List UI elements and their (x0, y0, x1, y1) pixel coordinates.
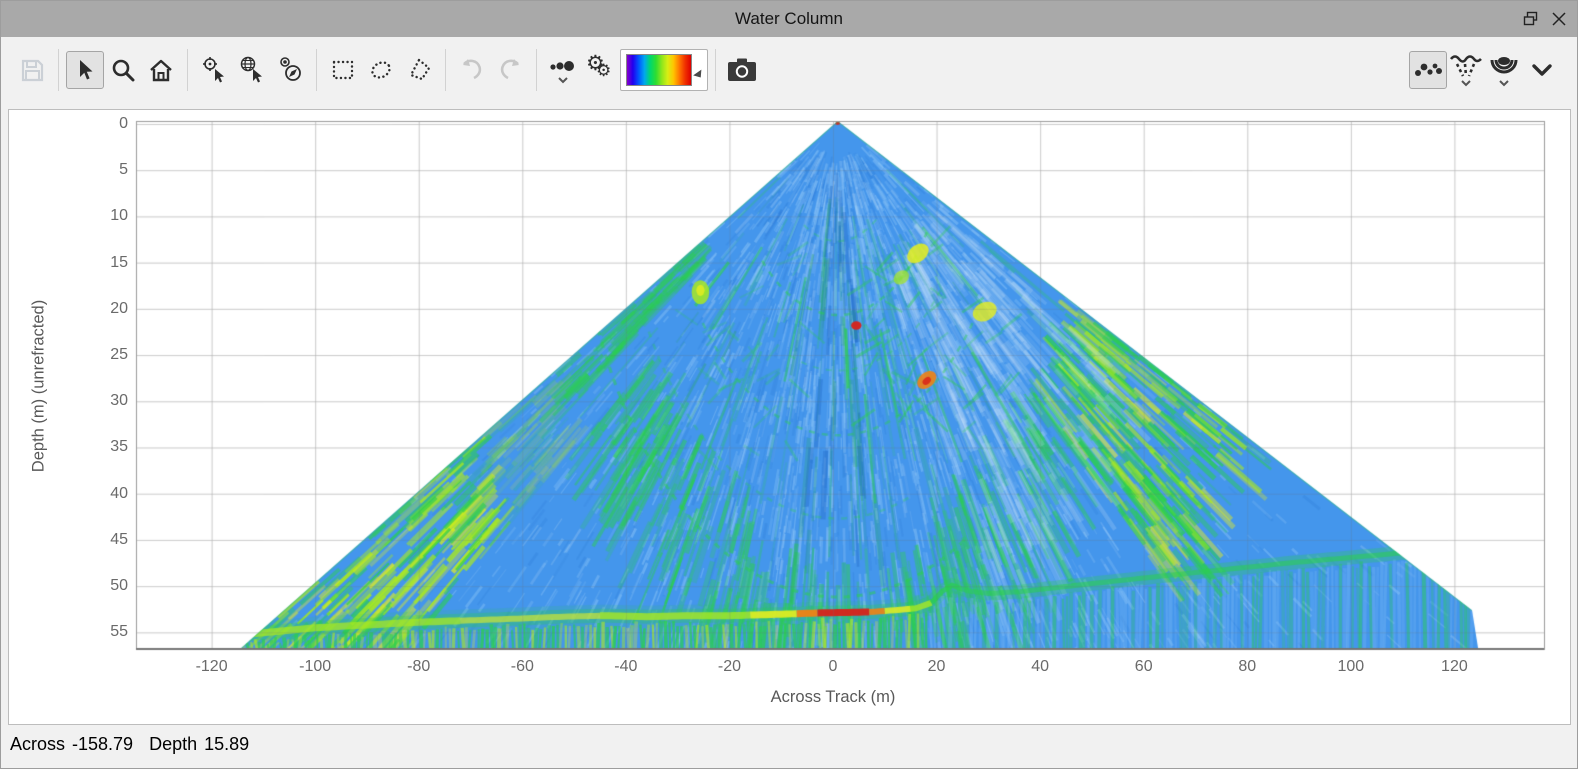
swath-display-button[interactable] (1447, 51, 1485, 89)
beam-display-button[interactable] (1485, 51, 1523, 89)
camera-button[interactable] (723, 51, 761, 89)
water-column-plot-panel: Depth (m) (unrefracted) Across Track (m)… (8, 109, 1571, 725)
across-value: -158.79 (72, 734, 134, 754)
settings-gears-icon: ⚙ ⚙ (586, 51, 612, 81)
select-polygon-icon (409, 58, 431, 81)
select-ellipse-icon (371, 61, 391, 79)
redo-icon (500, 59, 519, 80)
toolbar: ⚙ ⚙ (1, 37, 1577, 109)
redo-button[interactable] (491, 51, 529, 89)
home-icon (150, 59, 172, 82)
swath-fan-display-icon (1449, 55, 1482, 87)
pick-target-cursor-icon (203, 57, 224, 83)
points-display-button[interactable] (1409, 51, 1447, 89)
colormap-rainbow-swatch (626, 54, 692, 86)
select-polygon-button[interactable] (400, 51, 438, 89)
toolbar-separator (445, 49, 446, 91)
select-ellipse-button[interactable] (362, 51, 400, 89)
cursor-readout: Across -158.79 Depth 15.89 (10, 734, 265, 755)
depth-value: 15.89 (204, 734, 250, 754)
select-cursor-icon (80, 60, 93, 80)
pick-point-button[interactable] (195, 51, 233, 89)
toolbar-separator (536, 49, 537, 91)
zoom-magnifier-icon (112, 59, 135, 82)
point-size-button[interactable] (544, 51, 582, 89)
select-cursor-button[interactable] (66, 51, 104, 89)
pick-globe-cursor-icon (240, 56, 262, 83)
display-mode-cluster (1409, 51, 1561, 89)
camera-snapshot-icon (728, 58, 756, 81)
toolbar-separator (187, 49, 188, 91)
save-button[interactable] (13, 51, 51, 89)
save-icon (21, 59, 43, 81)
pick-geographic-button[interactable] (233, 51, 271, 89)
titlebar-controls (1519, 1, 1571, 37)
water-column-fan-canvas[interactable] (9, 110, 1570, 724)
plot-area: Depth (m) (unrefracted) Across Track (m)… (9, 110, 1570, 724)
settings-button[interactable]: ⚙ ⚙ (582, 51, 620, 89)
colormap-select[interactable] (620, 49, 708, 91)
home-button[interactable] (142, 51, 180, 89)
point-size-icon (550, 61, 574, 84)
x-axis-title: Across Track (m) (770, 688, 896, 706)
y-axis-title: Depth (m) (unrefracted) (29, 299, 48, 473)
collapse-chevron-icon (1532, 64, 1552, 76)
points-display-icon (1415, 63, 1442, 76)
titlebar[interactable]: Water Column (1, 1, 1577, 37)
compass-point-icon (280, 57, 301, 81)
beam-arcs-display-icon (1490, 57, 1518, 87)
window-title: Water Column (734, 9, 843, 28)
select-rectangle-icon (332, 60, 354, 80)
float-window-icon[interactable] (1519, 7, 1543, 31)
toolbar-separator (58, 49, 59, 91)
across-label: Across (10, 734, 66, 754)
select-rectangle-button[interactable] (324, 51, 362, 89)
compass-pick-button[interactable] (271, 51, 309, 89)
depth-label: Depth (149, 734, 198, 754)
zoom-button[interactable] (104, 51, 142, 89)
undo-icon (463, 59, 482, 80)
undo-button[interactable] (453, 51, 491, 89)
colormap-dropdown-arrow-icon (693, 69, 705, 81)
close-icon[interactable] (1547, 7, 1571, 31)
collapse-toolbar-button[interactable] (1523, 51, 1561, 89)
toolbar-separator (316, 49, 317, 91)
toolbar-separator (715, 49, 716, 91)
